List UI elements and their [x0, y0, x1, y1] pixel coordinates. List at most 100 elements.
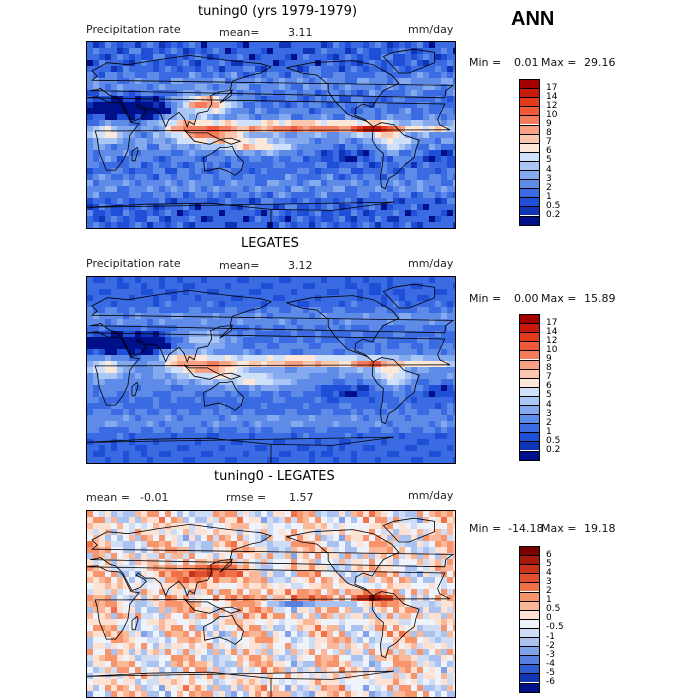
- map-cell: [219, 307, 225, 313]
- map-cell: [333, 421, 339, 427]
- map-cell: [327, 385, 333, 391]
- map-cell: [249, 535, 255, 541]
- map-cell: [411, 535, 417, 541]
- map-cell: [411, 204, 417, 210]
- map-cell: [249, 559, 255, 565]
- map-cell: [441, 48, 447, 54]
- map-cell: [363, 114, 369, 120]
- map-cell: [249, 156, 255, 162]
- map-cell: [231, 301, 237, 307]
- map-cell: [177, 295, 183, 301]
- map-cell: [237, 108, 243, 114]
- map-cell: [417, 409, 423, 415]
- map-cell: [435, 222, 441, 228]
- map-cell: [105, 180, 111, 186]
- map-cell: [417, 433, 423, 439]
- map-cell: [255, 325, 261, 331]
- map-cell: [399, 210, 405, 216]
- map-cell: [267, 379, 273, 385]
- map-cell: [159, 66, 165, 72]
- map-cell: [315, 529, 321, 535]
- map-cell: [165, 42, 171, 48]
- map-cell: [423, 457, 429, 463]
- map-cell: [363, 132, 369, 138]
- map-cell: [291, 397, 297, 403]
- map-cell: [231, 307, 237, 313]
- map-cell: [327, 186, 333, 192]
- map-cell: [111, 427, 117, 433]
- map-cell: [375, 301, 381, 307]
- map-cell: [243, 307, 249, 313]
- map-cell: [387, 210, 393, 216]
- map-cell: [177, 168, 183, 174]
- coastline: [131, 381, 139, 397]
- map-cell: [105, 120, 111, 126]
- map-cell: [93, 138, 99, 144]
- map-cell: [423, 180, 429, 186]
- map-cell: [279, 355, 285, 361]
- map-cell: [111, 54, 117, 60]
- map-cell: [417, 283, 423, 289]
- map-cell: [321, 511, 327, 517]
- map-cell: [285, 96, 291, 102]
- map-cell: [213, 415, 219, 421]
- map-cell: [405, 397, 411, 403]
- map-cell: [435, 445, 441, 451]
- map-cell: [279, 547, 285, 553]
- map-cell: [249, 216, 255, 222]
- map-cell: [237, 60, 243, 66]
- map-cell: [351, 607, 357, 613]
- map-cell: [375, 289, 381, 295]
- map-cell: [405, 198, 411, 204]
- map-cell: [183, 144, 189, 150]
- map-cell: [399, 451, 405, 457]
- map-cell: [441, 415, 447, 421]
- map-cell: [381, 337, 387, 343]
- map-cell: [189, 192, 195, 198]
- map-cell: [147, 108, 153, 114]
- map-cell: [333, 198, 339, 204]
- map-cell: [225, 391, 231, 397]
- map-cell: [177, 180, 183, 186]
- map-cell: [123, 174, 129, 180]
- map-cell: [231, 541, 237, 547]
- map-cell: [171, 583, 177, 589]
- map-cell: [267, 222, 273, 228]
- map-cell: [411, 385, 417, 391]
- map-cell: [327, 397, 333, 403]
- map-cell: [309, 198, 315, 204]
- coastline: [87, 436, 394, 463]
- map-cell: [423, 373, 429, 379]
- map-cell: [381, 517, 387, 523]
- map-cell: [189, 433, 195, 439]
- map-cell: [387, 138, 393, 144]
- map-cell: [423, 529, 429, 535]
- map-cell: [171, 595, 177, 601]
- map-cell: [339, 102, 345, 108]
- map-cell: [159, 132, 165, 138]
- map-cell: [105, 445, 111, 451]
- map-cell: [369, 102, 375, 108]
- map-cell: [447, 192, 453, 198]
- map-cell: [291, 186, 297, 192]
- map-cell: [321, 421, 327, 427]
- map-cell: [165, 72, 171, 78]
- map-cell: [177, 60, 183, 66]
- map-cell: [129, 373, 135, 379]
- map-cell: [345, 156, 351, 162]
- map-cell: [297, 301, 303, 307]
- map-cell: [417, 355, 423, 361]
- map-cell: [255, 595, 261, 601]
- map-cell: [147, 156, 153, 162]
- map-cell: [129, 102, 135, 108]
- map-cell: [279, 337, 285, 343]
- map-cell: [381, 102, 387, 108]
- map-cell: [267, 72, 273, 78]
- map-cell: [153, 343, 159, 349]
- map-cell: [105, 511, 111, 517]
- map-cell: [297, 72, 303, 78]
- map-cell: [261, 517, 267, 523]
- map-cell: [435, 415, 441, 421]
- map-cell: [303, 511, 309, 517]
- map-cell: [333, 277, 339, 283]
